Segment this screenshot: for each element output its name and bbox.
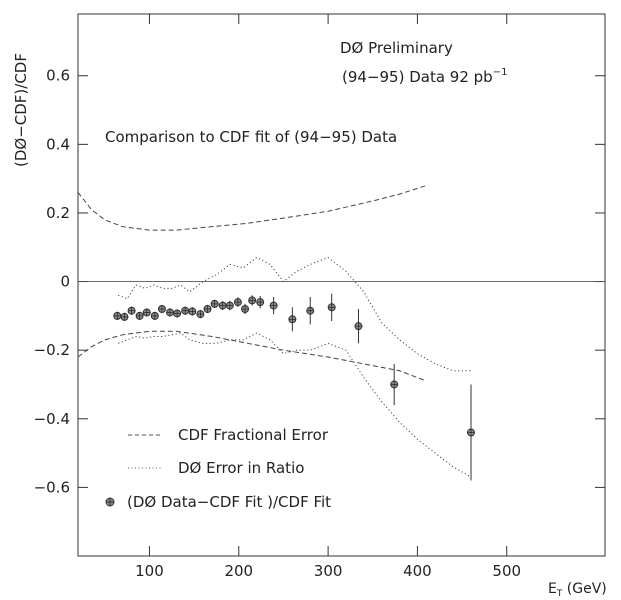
legend-label-cdf-error: CDF Fractional Error — [178, 426, 329, 444]
data-point — [241, 303, 250, 315]
d0-error-lower-curve — [118, 332, 472, 478]
comparison-label: Comparison to CDF fit of (94−95) Data — [105, 128, 397, 146]
preliminary-label: DØ Preliminary — [340, 39, 453, 57]
data-point — [218, 301, 227, 311]
x-tick-label: 200 — [224, 562, 253, 580]
data-points — [113, 293, 476, 481]
data-point — [269, 297, 278, 315]
data-point — [181, 306, 190, 315]
data-point — [166, 308, 175, 317]
data-point — [127, 306, 136, 315]
d0-error-upper-curve — [118, 256, 472, 372]
x-tick-label: 400 — [403, 562, 432, 580]
data-point — [354, 309, 363, 344]
legend-marker-icon — [105, 497, 115, 507]
legend: CDF Fractional Error DØ Error in Ratio (… — [105, 426, 331, 511]
data-point — [196, 310, 205, 319]
legend-label-ratio: (DØ Data−CDF Fit )/CDF Fit — [127, 493, 331, 511]
y-tick-label: −0.4 — [34, 410, 70, 428]
data-point — [306, 297, 315, 325]
y-tick-label: −0.6 — [34, 478, 70, 496]
data-point — [173, 309, 182, 318]
data-point — [135, 311, 144, 320]
data-point — [188, 307, 197, 316]
data-point — [120, 312, 129, 322]
y-tick-label: 0 — [60, 273, 70, 291]
data-point — [210, 299, 219, 308]
data-point — [327, 293, 336, 322]
dataset-label: (94−95) Data 92 pb−1 — [342, 67, 507, 86]
data-point — [467, 384, 476, 481]
y-axis-label: (DØ−CDF)/CDF — [12, 53, 30, 167]
y-tick-label: 0.4 — [46, 135, 70, 153]
data-point — [288, 307, 297, 332]
x-tick-label: 100 — [135, 562, 164, 580]
x-tick-label: 300 — [314, 562, 343, 580]
data-point — [203, 304, 212, 314]
data-point — [233, 297, 242, 307]
data-point — [390, 363, 399, 406]
plot-frame — [77, 13, 606, 557]
data-point — [157, 304, 166, 314]
y-tick-label: 0.6 — [46, 67, 70, 85]
x-axis-label: ET (GeV) — [548, 581, 607, 599]
x-axis: 100 200 300 400 500 — [135, 14, 521, 580]
data-point — [248, 295, 257, 306]
legend-label-d0-error: DØ Error in Ratio — [178, 459, 304, 477]
y-tick-label: −0.2 — [34, 341, 70, 359]
x-tick-label: 500 — [492, 562, 521, 580]
data-point — [142, 308, 151, 317]
data-point — [113, 311, 122, 320]
data-point — [150, 311, 159, 320]
series-layer — [77, 185, 472, 478]
y-tick-label: 0.2 — [46, 204, 70, 222]
cdf-error-upper-curve — [77, 185, 427, 231]
data-point — [225, 300, 234, 311]
cdf-error-lower-curve — [77, 330, 427, 382]
data-point — [256, 295, 265, 309]
